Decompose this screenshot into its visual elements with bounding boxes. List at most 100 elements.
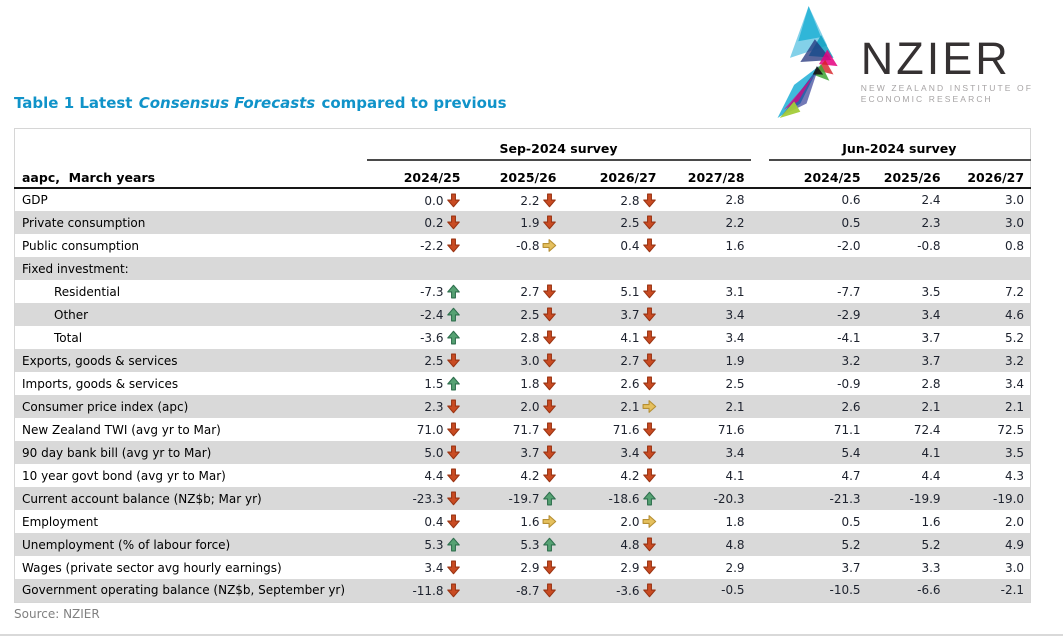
value-text: -2.0 — [837, 238, 861, 253]
value-text: 2.8 — [620, 193, 640, 208]
arrow-down-icon — [640, 307, 659, 322]
value-text: 2.9 — [620, 561, 640, 575]
arrow-down-icon — [640, 560, 659, 575]
arrow-down-icon — [444, 353, 463, 368]
value-text: -23.3 — [412, 492, 444, 506]
value-cell: 2.1 — [867, 395, 947, 418]
value-cell: 5.1 — [563, 280, 663, 303]
arrow-down-icon — [444, 399, 463, 414]
value-cell: -0.8 — [867, 234, 947, 257]
value-cell: 2.0 — [563, 510, 663, 533]
value-text: 3.0 — [1004, 560, 1025, 575]
table-title: Table 1 Latest Consensus Forecasts compa… — [14, 94, 507, 112]
value-cell: 1.8 — [663, 510, 751, 533]
value-cell: 2.5 — [663, 372, 751, 395]
value-cell: 5.2 — [867, 533, 947, 556]
value-text: 3.2 — [1004, 353, 1025, 368]
value-text: 0.8 — [1004, 238, 1025, 253]
value-cell: -18.6 — [563, 487, 663, 510]
value-text: 2.8 — [725, 193, 745, 207]
arrow-up-icon — [540, 491, 559, 506]
value-cell: 2.5 — [367, 349, 467, 372]
value-text: 2.0 — [620, 515, 640, 529]
value-text: 2.3 — [424, 400, 444, 414]
value-cell: 0.6 — [769, 188, 867, 211]
value-text: 71.7 — [512, 423, 540, 437]
value-text: 0.4 — [620, 239, 640, 253]
arrow-down-icon — [444, 193, 463, 208]
value-cell: 4.9 — [947, 533, 1031, 556]
value-cell: 3.4 — [947, 372, 1031, 395]
value-cell: 3.5 — [867, 280, 947, 303]
value-cell: -0.9 — [769, 372, 867, 395]
value-cell: 3.0 — [947, 211, 1031, 234]
column-header: 2027/28 — [662, 160, 751, 189]
column-header: 2025/26 — [866, 160, 947, 189]
value-cell: 2.6 — [769, 395, 867, 418]
table-row: Residential -7.3 2.7 5.1 3.1 -7.7 3.5 7.2 — [15, 280, 1031, 303]
value-text: 2.7 — [520, 285, 540, 299]
value-cell: 4.6 — [947, 303, 1031, 326]
arrow-down-icon — [444, 491, 463, 506]
value-cell: 3.0 — [467, 349, 563, 372]
value-cell — [867, 257, 947, 280]
arrow-up-icon — [444, 284, 463, 299]
value-text: 1.6 — [725, 238, 745, 253]
value-cell: -19.7 — [467, 487, 563, 510]
value-cell: 3.2 — [769, 349, 867, 372]
value-text: 71.6 — [612, 423, 640, 437]
row-gap — [751, 234, 769, 257]
value-cell: 4.2 — [467, 464, 563, 487]
row-label: Government operating balance (NZ$b, Sept… — [22, 583, 346, 598]
value-text: 4.9 — [1004, 537, 1025, 552]
row-gap — [751, 510, 769, 533]
row-gap — [751, 464, 769, 487]
column-header-row: aapc, March years 2024/25 2025/26 2026/2… — [14, 160, 1031, 189]
value-text: 2.1 — [1004, 399, 1025, 414]
value-cell: 2.8 — [563, 188, 663, 211]
row-gap — [751, 211, 769, 234]
source-note: Source: NZIER — [14, 607, 100, 621]
row-label: Public consumption — [22, 238, 140, 253]
value-cell: 4.2 — [563, 464, 663, 487]
value-cell: -23.3 — [367, 487, 467, 510]
arrow-down-icon — [540, 307, 559, 322]
value-cell: 3.4 — [563, 441, 663, 464]
arrow-down-icon — [540, 583, 559, 598]
table-row: 10 year govt bond (avg yr to Mar) 4.4 4.2 4… — [15, 464, 1031, 487]
value-cell: 3.4 — [367, 556, 467, 579]
row-label: Consumer price index (apc) — [22, 399, 189, 414]
row-label: Residential — [54, 284, 121, 299]
value-cell: 2.2 — [663, 211, 751, 234]
value-text: 2.1 — [620, 400, 640, 414]
value-text: -20.3 — [713, 491, 745, 506]
value-cell: 4.1 — [663, 464, 751, 487]
value-cell: 3.7 — [867, 326, 947, 349]
value-text: 2.6 — [620, 377, 640, 391]
arrow-down-icon — [444, 238, 463, 253]
value-cell: 4.1 — [563, 326, 663, 349]
value-text: 3.7 — [520, 446, 540, 460]
table-row: Wages (private sector avg hourly earning… — [15, 556, 1031, 579]
value-cell: 0.2 — [367, 211, 467, 234]
value-cell — [367, 257, 467, 280]
row-label: New Zealand TWI (avg yr to Mar) — [22, 422, 221, 437]
row-gap — [751, 579, 769, 602]
value-cell: 0.5 — [769, 211, 867, 234]
arrow-up-icon — [640, 491, 659, 506]
value-text: -7.7 — [837, 284, 861, 299]
value-cell: 2.5 — [467, 303, 563, 326]
value-text: 2.5 — [520, 308, 540, 322]
value-text: -21.3 — [829, 491, 861, 506]
value-cell: 4.1 — [867, 441, 947, 464]
value-cell: 5.2 — [947, 326, 1031, 349]
group-gap — [751, 129, 769, 161]
table-row: Exports, goods & services 2.5 3.0 2.7 1.9 3.2… — [14, 349, 1031, 372]
arrow-down-icon — [540, 560, 559, 575]
value-cell: 1.8 — [467, 372, 563, 395]
value-text: 5.2 — [921, 537, 941, 552]
value-cell: -20.3 — [663, 487, 751, 510]
value-text: 3.7 — [620, 308, 640, 322]
arrow-down-icon — [640, 330, 659, 345]
value-text: 1.5 — [424, 377, 444, 391]
